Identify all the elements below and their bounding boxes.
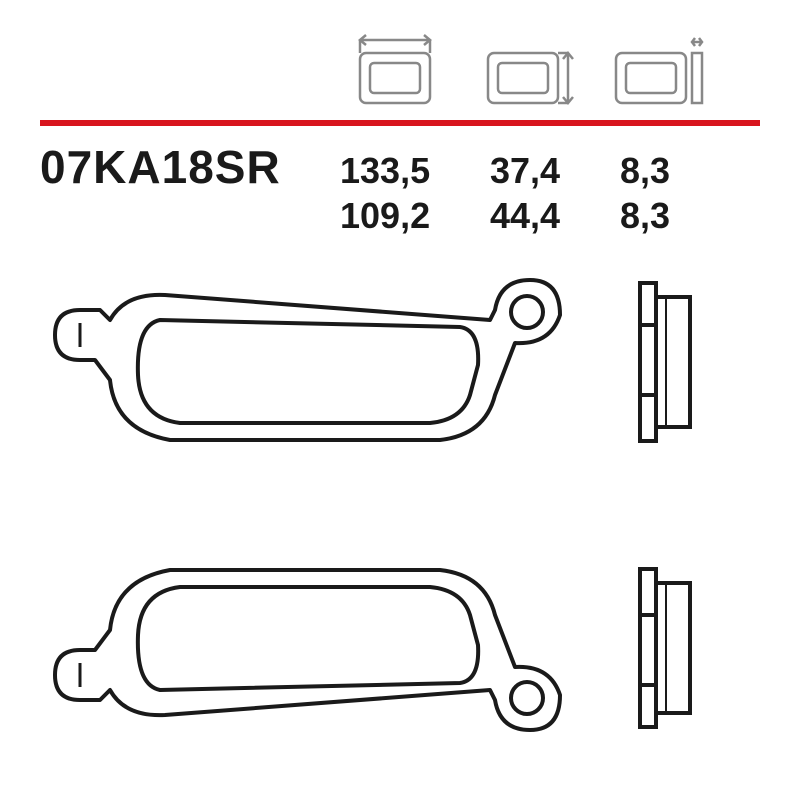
page-container: 07KA18SR 133,5 37,4 8,3 109,2 44,4 8,3 — [0, 0, 800, 800]
spec-row-2: 109,2 44,4 8,3 — [40, 195, 720, 237]
part-number: 07KA18SR — [40, 140, 340, 194]
dimension-legend-icons — [340, 28, 706, 113]
height-dimension-icon — [468, 28, 578, 113]
dim-length-2: 109,2 — [340, 195, 490, 237]
length-dimension-icon — [340, 28, 450, 113]
dim-height-1: 37,4 — [490, 150, 620, 192]
pad-lower-front — [55, 570, 560, 730]
dim-thickness-1: 8,3 — [620, 150, 720, 192]
spec-row-1: 07KA18SR 133,5 37,4 8,3 — [40, 140, 720, 194]
pad-lower-side — [640, 569, 690, 727]
pad-upper-side — [640, 283, 690, 441]
dim-height-2: 44,4 — [490, 195, 620, 237]
dim-length-1: 133,5 — [340, 150, 490, 192]
dim-thickness-2: 8,3 — [620, 195, 720, 237]
accent-divider-line — [40, 120, 760, 126]
thickness-dimension-icon — [596, 28, 706, 113]
technical-drawing-area — [40, 265, 760, 765]
pad-upper-front — [55, 280, 560, 440]
